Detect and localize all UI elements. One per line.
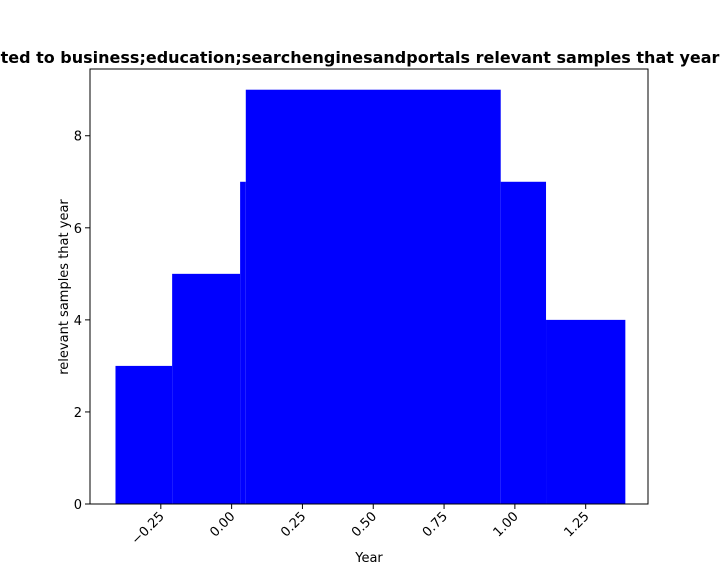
- y-axis-label: relevant samples that year: [57, 199, 72, 375]
- y-tick-label: 4: [74, 314, 82, 329]
- bar-4: [500, 181, 547, 504]
- bar-5: [546, 319, 626, 504]
- chart-title: ted to business;education;searchenginesa…: [1, 48, 720, 67]
- plot-frame: [89, 68, 649, 505]
- y-tick-label: 6: [74, 222, 82, 237]
- y-tick-label: 8: [74, 130, 82, 145]
- bar-1: [172, 273, 241, 504]
- y-axis: 0 2 4 6 8: [74, 130, 90, 513]
- bars-layer: [115, 89, 626, 505]
- bar-2: [240, 181, 246, 504]
- x-axis-label: Year: [354, 551, 383, 566]
- x-tick-label: 0.75: [420, 509, 451, 540]
- bar-0: [115, 365, 173, 504]
- x-tick-label: 0.25: [278, 509, 309, 540]
- x-tick-label: 0.50: [349, 509, 380, 540]
- y-tick-label: 0: [74, 498, 82, 513]
- x-tick-label: 1.25: [561, 509, 592, 540]
- x-axis: −0.25 0.00 0.25 0.50 0.75 1.00 1.25: [129, 504, 593, 548]
- bar-3: [245, 89, 501, 505]
- x-tick-label: 0.00: [207, 509, 238, 540]
- y-tick-label: 2: [74, 406, 82, 421]
- x-tick-label: 1.00: [491, 509, 522, 540]
- x-tick-label: −0.25: [129, 509, 168, 548]
